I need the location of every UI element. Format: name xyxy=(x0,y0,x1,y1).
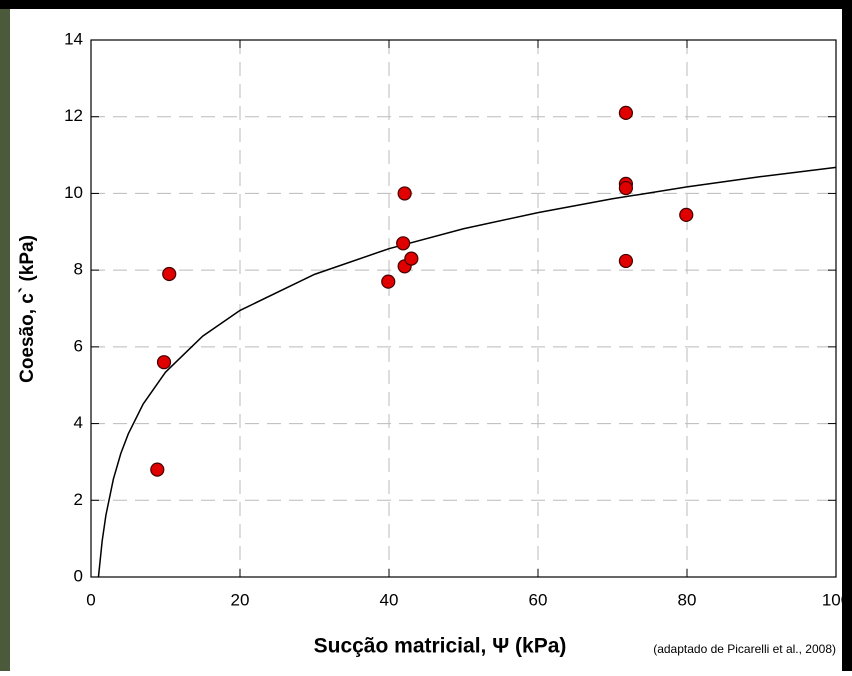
data-point xyxy=(618,180,634,196)
data-point xyxy=(397,186,412,201)
y-tick-label: 10 xyxy=(64,183,83,202)
y-tick-label: 2 xyxy=(74,490,83,509)
data-point xyxy=(618,105,634,120)
x-tick-label: 80 xyxy=(678,590,697,609)
left-strip xyxy=(0,9,10,671)
y-tick-label: 0 xyxy=(74,566,83,585)
data-point xyxy=(150,462,165,477)
x-tick-label: 20 xyxy=(231,590,250,609)
x-tick-label: 60 xyxy=(529,590,548,609)
y-tick-label: 14 xyxy=(64,29,83,48)
data-point xyxy=(381,274,396,289)
y-axis-label: Coesão, c` (kPa) xyxy=(17,235,38,383)
fit-curve xyxy=(97,166,837,578)
data-point xyxy=(618,253,634,269)
y-tick-label: 8 xyxy=(74,260,83,279)
y-tick-label: 4 xyxy=(74,413,83,432)
data-point xyxy=(162,266,177,282)
data-point xyxy=(679,207,694,223)
top-bar xyxy=(0,0,852,9)
x-tick-label: 100 xyxy=(822,590,850,609)
x-tick-label: 0 xyxy=(86,590,95,609)
right-strip xyxy=(842,9,852,671)
x-axis-label: Sucção matricial, Ψ (kPa) xyxy=(314,635,567,658)
data-point xyxy=(404,251,419,266)
y-tick-label: 12 xyxy=(64,106,83,125)
x-tick-label: 40 xyxy=(380,590,399,609)
data-point xyxy=(396,236,411,251)
data-point xyxy=(156,355,172,370)
y-tick-label: 6 xyxy=(74,336,83,355)
source-note: (adaptado de Picarelli et al., 2008) xyxy=(653,642,836,656)
plot-frame xyxy=(90,39,837,578)
